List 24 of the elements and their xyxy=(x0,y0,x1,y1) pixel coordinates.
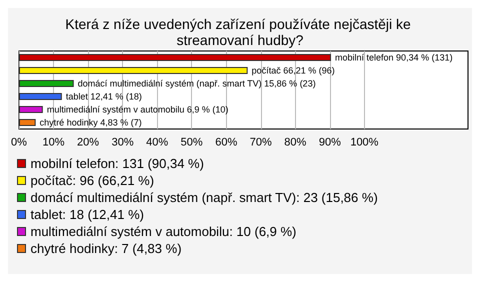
data-label: mobilní telefon 90,34 % (131) xyxy=(335,52,453,62)
data-label: multimediální systém v automobilu 6,9 % (10) xyxy=(46,104,228,114)
legend-label: domácí multimediální systém (např. smart TV): 23 (15,86 %) xyxy=(30,190,378,205)
data-label: tablet 12,41 % (18) xyxy=(66,92,142,102)
data-label: počítač 66,21 % (96) xyxy=(252,66,335,76)
legend-label: mobilní telefon: 131 (90,34 %) xyxy=(30,156,204,171)
x-tick-label: 50% xyxy=(180,136,203,148)
x-tick-label: 100% xyxy=(350,136,379,148)
x-tick-label: 20% xyxy=(77,136,100,148)
x-tick-label: 40% xyxy=(146,136,168,148)
legend-label: multimediální systém v automobilu: 10 (6,9 %) xyxy=(30,224,296,239)
data-label: domácí multimediální systém (např. smart TV) 15,86 % (23) xyxy=(78,78,316,88)
legend-label: počítač: 96 (66,21 %) xyxy=(30,173,154,188)
x-tick-label: 60% xyxy=(215,136,238,148)
x-tick-label: 0% xyxy=(11,136,28,148)
x-tick-label: 10% xyxy=(42,136,65,148)
data-label: chytré hodinky 4,83 % (7) xyxy=(40,118,142,128)
legend-label: chytré hodinky: 7 (4,83 %) xyxy=(30,241,182,256)
x-tick-label: 80% xyxy=(284,136,307,148)
x-tick-label: 90% xyxy=(318,136,342,148)
legend-label: tablet: 18 (12,41 %) xyxy=(30,207,144,222)
x-tick-label: 30% xyxy=(112,136,134,148)
chart-title: Která z níže uvedených zařízení používáte nejčastěji ke streamovaní hudby? xyxy=(65,16,415,48)
x-tick-label: 70% xyxy=(250,136,272,148)
